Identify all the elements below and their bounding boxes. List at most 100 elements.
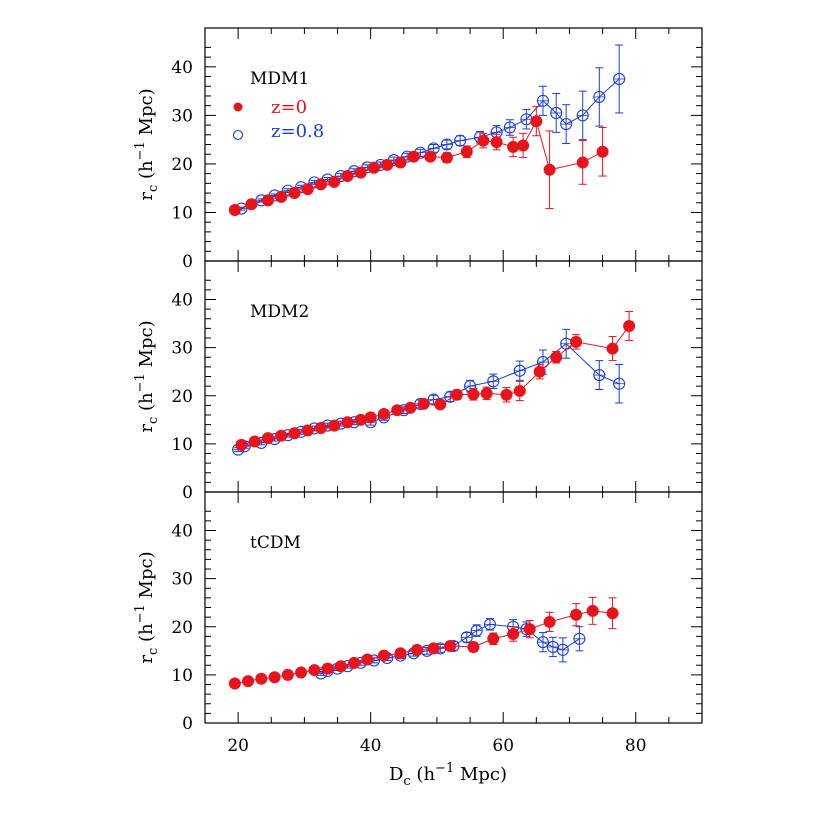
y-tick-label: 30 — [171, 339, 193, 359]
data-point — [596, 145, 609, 158]
y-tick-label: 30 — [171, 570, 193, 590]
y-axis-label-subscript: c — [146, 417, 161, 424]
data-point — [328, 419, 341, 432]
panel-frame — [204, 260, 703, 493]
x-tick-label: 40 — [360, 736, 382, 756]
data-point — [606, 607, 619, 620]
data-point — [490, 136, 503, 149]
y-tick-label: 40 — [171, 522, 193, 542]
data-point — [245, 198, 258, 211]
data-point — [261, 194, 274, 207]
data-point — [321, 662, 334, 675]
y-tick-label: 0 — [182, 483, 193, 503]
data-point — [440, 151, 453, 164]
x-axis-label-units: (h — [411, 764, 436, 785]
data-point — [361, 653, 374, 666]
data-point — [354, 413, 367, 426]
y-tick-label: 0 — [182, 714, 193, 734]
data-point — [411, 643, 424, 656]
data-point — [377, 649, 390, 662]
data-point — [394, 156, 407, 169]
x-tick-label: 80 — [625, 736, 647, 756]
data-point — [354, 166, 367, 179]
data-point — [288, 187, 301, 200]
x-axis-title: Dc (h−1 Mpc) — [389, 761, 507, 789]
x-tick-label: 20 — [227, 736, 249, 756]
data-point — [228, 204, 241, 217]
data-point — [513, 384, 526, 397]
data-point — [268, 671, 281, 684]
y-axis-label-superscript: −1 — [133, 373, 148, 392]
panel-label: MDM2 — [250, 302, 309, 322]
data-point — [467, 640, 480, 653]
data-point — [507, 627, 520, 640]
data-point — [341, 416, 354, 429]
data-point — [301, 183, 314, 196]
data-point — [261, 432, 274, 445]
data-point — [523, 623, 536, 636]
y-axis-label: r — [136, 655, 157, 664]
panel-frame — [204, 491, 703, 724]
legend-marker — [232, 129, 244, 141]
data-point — [275, 190, 288, 203]
data-point — [235, 438, 248, 451]
data-point — [314, 178, 327, 191]
y-axis-label: r — [136, 192, 157, 201]
panel-frame — [204, 27, 703, 262]
data-point — [301, 424, 314, 437]
data-point — [334, 660, 347, 673]
data-point — [606, 342, 619, 355]
legend-label: z=0.8 — [271, 121, 324, 142]
y-tick-label: 20 — [171, 618, 193, 638]
data-point — [404, 401, 417, 414]
y-tick-label: 20 — [171, 387, 193, 407]
data-point — [295, 666, 308, 679]
data-point — [543, 163, 556, 176]
y-axis-label-subscript: c — [146, 648, 161, 655]
panel-label: MDM1 — [250, 69, 309, 89]
data-point — [381, 158, 394, 171]
data-point — [543, 615, 556, 628]
data-point — [248, 435, 261, 448]
data-point — [507, 140, 520, 153]
panel-mdm2: 0 10 20 30 40 rc (h−1 Mpc) MDM2 — [133, 260, 703, 503]
y-axis-label-units: (h — [136, 623, 157, 648]
data-point — [394, 647, 407, 660]
data-point — [487, 632, 500, 645]
data-point — [427, 642, 440, 655]
y-tick-label: 30 — [171, 106, 193, 126]
data-point — [623, 319, 636, 332]
panel-label: tCDM — [250, 533, 301, 553]
data-point — [242, 675, 255, 688]
data-point — [480, 387, 493, 400]
data-point — [477, 134, 490, 147]
data-point — [364, 411, 377, 424]
y-tick-label: 0 — [182, 252, 193, 272]
data-point — [391, 404, 404, 417]
y-tick-label: 40 — [171, 291, 193, 311]
data-point — [341, 170, 354, 183]
legend-marker — [233, 102, 243, 112]
data-point — [434, 398, 447, 411]
y-axis-label-tail: Mpc) — [136, 88, 157, 141]
data-point — [533, 365, 546, 378]
data-point — [570, 608, 583, 621]
data-point — [314, 421, 327, 434]
y-tick-label: 10 — [171, 203, 193, 223]
data-point — [586, 604, 599, 617]
y-axis-label-tail: Mpc) — [136, 551, 157, 604]
data-point — [281, 668, 294, 681]
x-axis-label-tail: Mpc) — [454, 764, 507, 785]
data-point — [460, 145, 473, 158]
series-z0 — [228, 106, 609, 217]
data-point — [550, 351, 563, 364]
x-axis-label-subscript: c — [403, 774, 410, 789]
y-axis-label-superscript: −1 — [133, 604, 148, 623]
data-point — [417, 397, 430, 410]
y-axis-label-subscript: c — [146, 185, 161, 192]
data-point — [444, 640, 457, 652]
data-point — [530, 115, 543, 128]
data-point — [255, 672, 268, 685]
x-axis-label-superscript: −1 — [435, 761, 454, 776]
